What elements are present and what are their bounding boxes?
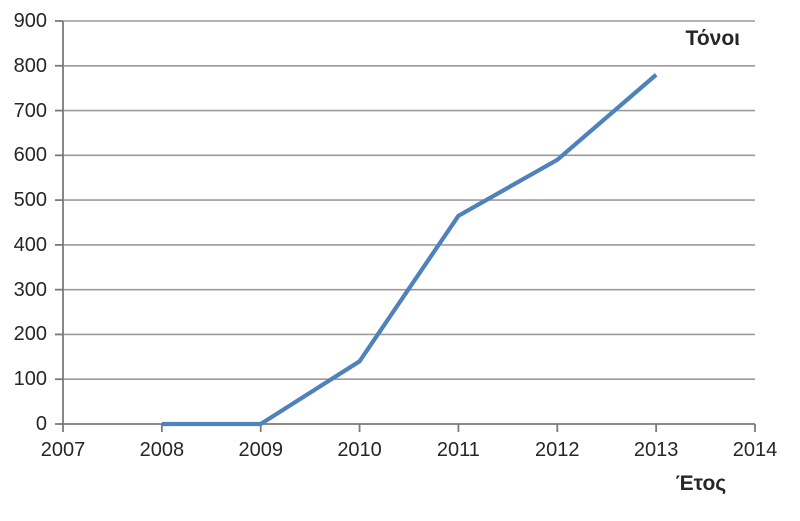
x-tick-label: 2011 <box>436 439 480 461</box>
y-tick-label: 500 <box>13 189 47 212</box>
x-tick-label: 2012 <box>535 439 580 461</box>
x-tick-label: 2009 <box>238 439 283 461</box>
x-tick-label: 2013 <box>633 439 679 461</box>
x-tick-label: 2014 <box>732 439 778 461</box>
x-axis-title: Έτος <box>675 472 727 495</box>
y-tick-label: 700 <box>13 99 47 122</box>
y-tick-label: 400 <box>13 233 47 256</box>
y-tick-label: 100 <box>13 368 47 391</box>
x-tick-label: 2007 <box>40 439 86 461</box>
y-tick-label: 900 <box>13 10 47 32</box>
x-tick-label: 2010 <box>337 439 382 461</box>
y-axis-unit-label: Τόνοι <box>685 27 740 50</box>
data-line <box>161 73 658 427</box>
y-tick-label: 0 <box>35 413 47 435</box>
x-tick-label: 2008 <box>139 439 185 461</box>
y-tick-label: 300 <box>13 278 47 301</box>
y-tick-label: 800 <box>13 54 47 77</box>
y-tick-label: 600 <box>13 144 47 167</box>
y-tick-label: 200 <box>13 323 47 346</box>
